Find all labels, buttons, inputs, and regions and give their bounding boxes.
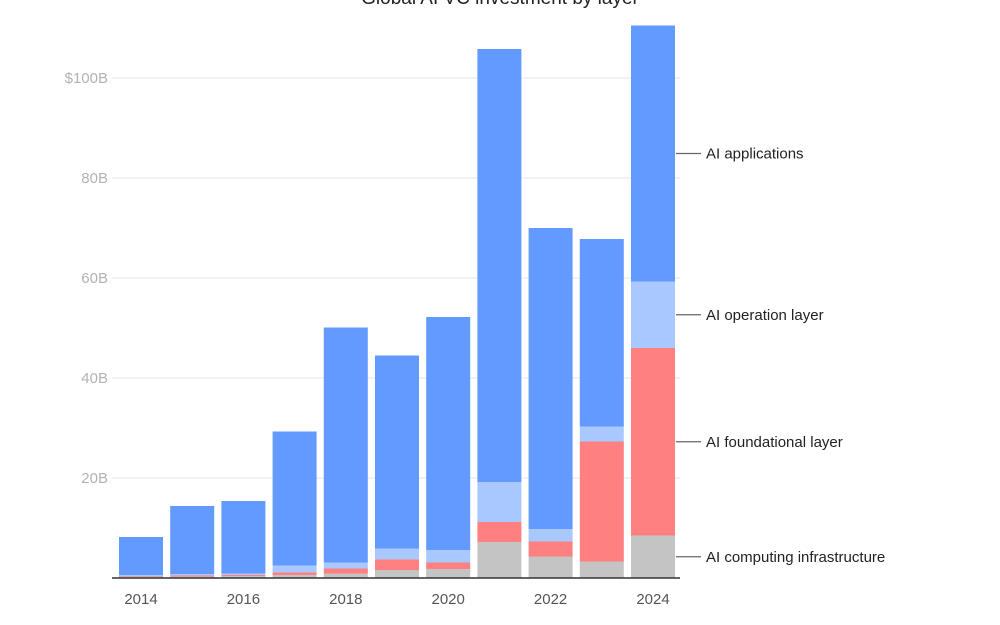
x-tick-label: 2024 <box>636 591 669 608</box>
bar-segment-ai-foundational-layer-2019 <box>375 559 419 570</box>
bar-segment-ai-computing-infrastructure-2022 <box>528 556 573 578</box>
bar-segment-ai-applications-2015 <box>170 506 215 574</box>
bar-segment-ai-applications-2018 <box>323 327 368 563</box>
bar-segment-ai-foundational-layer-2023 <box>579 441 624 562</box>
bar-segment-ai-applications-2020 <box>426 317 471 550</box>
y-tick-label: $100B <box>65 70 108 87</box>
axes: 2014 2016 2018 2020 2022 2024 <box>112 577 680 608</box>
bar-segment-ai-applications-2014 <box>119 537 163 575</box>
y-tick-label: 80B <box>81 170 108 187</box>
bar-segment-ai-applications-2022 <box>528 228 573 529</box>
bars <box>119 25 675 578</box>
bar-segment-ai-foundational-layer-2021 <box>477 522 522 542</box>
bar-segment-ai-computing-infrastructure-2024 <box>631 535 675 578</box>
series-label: AI foundational layer <box>706 434 843 451</box>
x-tick-label: 2014 <box>124 591 157 608</box>
bar-segment-ai-operation-layer-2024 <box>631 281 675 348</box>
bar-segment-ai-applications-2017 <box>272 431 317 566</box>
bar-segment-ai-applications-2023 <box>579 239 624 427</box>
bar-segment-ai-foundational-layer-2017 <box>272 572 317 575</box>
bar-segment-ai-operation-layer-2021 <box>477 482 522 522</box>
y-tick-label: 60B <box>81 270 108 287</box>
bar-segment-ai-applications-2021 <box>477 49 522 482</box>
series-label: AI computing infrastructure <box>706 549 885 566</box>
bar-segment-ai-computing-infrastructure-2017 <box>272 575 317 578</box>
bar-segment-ai-operation-layer-2019 <box>375 548 419 560</box>
bar-segment-ai-foundational-layer-2018 <box>323 568 368 574</box>
bar-segment-ai-applications-2016 <box>221 501 266 574</box>
bar-segment-ai-operation-layer-2020 <box>426 550 471 563</box>
bar-segment-ai-computing-infrastructure-2016 <box>221 576 266 578</box>
bar-segment-ai-foundational-layer-2014 <box>119 576 163 577</box>
bar-segment-ai-computing-infrastructure-2021 <box>477 542 522 578</box>
bar-segment-ai-operation-layer-2022 <box>528 529 573 542</box>
bar-segment-ai-operation-layer-2015 <box>170 574 215 576</box>
bar-segment-ai-operation-layer-2023 <box>579 426 624 442</box>
series-labels: AI computing infrastructure AI foundation… <box>676 146 885 566</box>
bar-segment-ai-foundational-layer-2022 <box>528 541 573 557</box>
bar-segment-ai-applications-2019 <box>375 355 419 549</box>
bar-segment-ai-operation-layer-2018 <box>323 562 368 569</box>
x-tick-label: 2016 <box>227 591 260 608</box>
x-tick-label: 2018 <box>329 591 362 608</box>
chart-title: Global AI VC investment by layer <box>361 0 639 9</box>
y-tick-label: 20B <box>81 470 108 487</box>
bar-segment-ai-operation-layer-2014 <box>119 575 163 576</box>
series-label: AI operation layer <box>706 307 824 324</box>
bar-segment-ai-computing-infrastructure-2019 <box>375 570 419 578</box>
bar-segment-ai-foundational-layer-2015 <box>170 575 215 577</box>
bar-segment-ai-foundational-layer-2024 <box>631 348 675 536</box>
bar-segment-ai-computing-infrastructure-2018 <box>323 573 368 578</box>
x-tick-label: 2020 <box>432 591 465 608</box>
bar-segment-ai-computing-infrastructure-2020 <box>426 569 471 578</box>
x-tick-label: 2022 <box>534 591 567 608</box>
bar-segment-ai-foundational-layer-2020 <box>426 562 471 569</box>
y-tick-label: 40B <box>81 370 108 387</box>
bar-segment-ai-operation-layer-2016 <box>221 573 266 575</box>
series-label: AI applications <box>706 146 804 163</box>
bar-segment-ai-operation-layer-2017 <box>272 565 317 573</box>
bar-segment-ai-applications-2024 <box>631 25 675 282</box>
bar-segment-ai-computing-infrastructure-2023 <box>579 561 624 578</box>
bar-segment-ai-foundational-layer-2016 <box>221 575 266 576</box>
